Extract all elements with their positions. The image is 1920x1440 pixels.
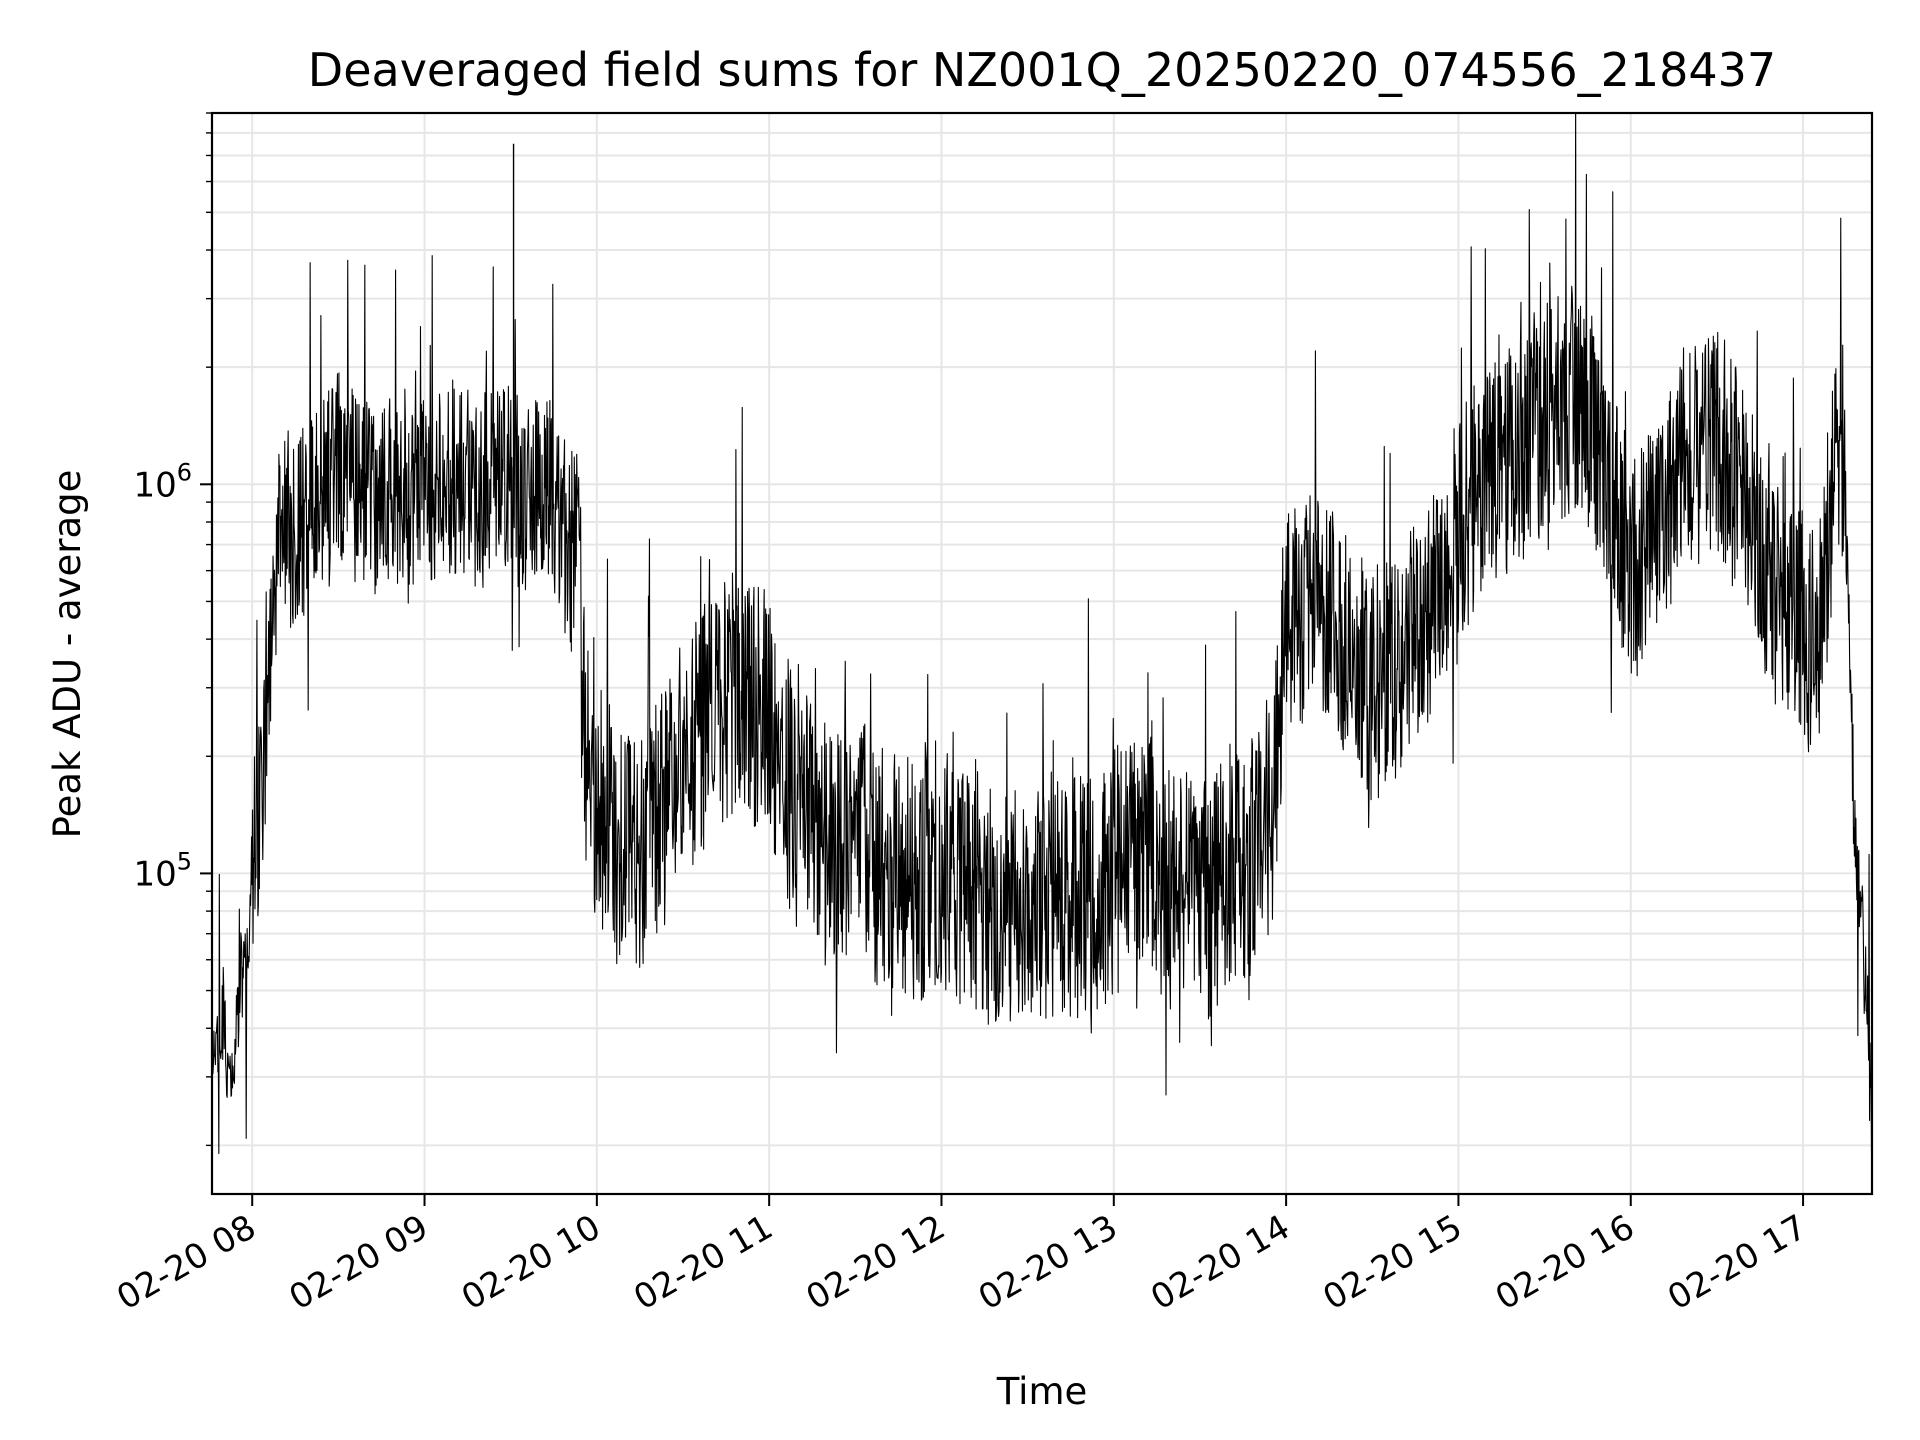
y-tick-label: 106: [133, 458, 192, 505]
y-axis: 105 106: [133, 112, 212, 1147]
x-axis-label: Time: [996, 1370, 1088, 1413]
y-axis-label: Peak ADU - average: [46, 470, 89, 839]
chart-title: Deaveraged field sums for NZ001Q_2025022…: [308, 43, 1776, 97]
series-line: [212, 113, 1872, 1162]
plot-area: [212, 113, 1872, 1162]
plot-frame: [210, 111, 1874, 1196]
grid-lines: [212, 112, 1872, 1194]
y-tick-label: 105: [133, 847, 192, 894]
